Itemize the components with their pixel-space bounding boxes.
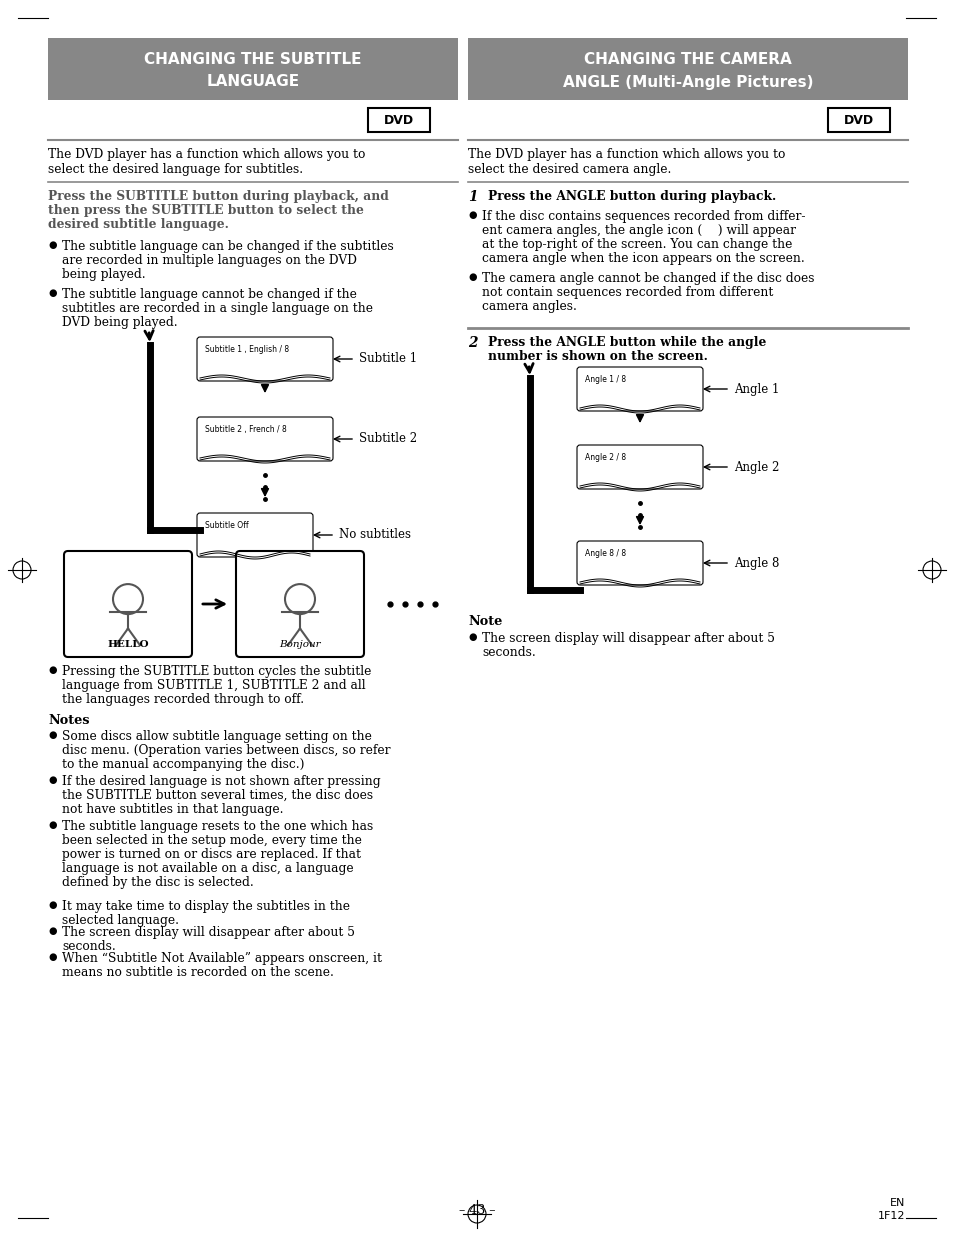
Text: DVD being played.: DVD being played.	[62, 316, 177, 329]
Text: been selected in the setup mode, every time the: been selected in the setup mode, every t…	[62, 834, 361, 847]
Text: The subtitle language cannot be changed if the: The subtitle language cannot be changed …	[62, 288, 356, 301]
Text: disc menu. (Operation varies between discs, so refer: disc menu. (Operation varies between dis…	[62, 743, 390, 757]
FancyBboxPatch shape	[577, 445, 702, 489]
Text: Some discs allow subtitle language setting on the: Some discs allow subtitle language setti…	[62, 730, 372, 743]
Text: The subtitle language can be changed if the subtitles: The subtitle language can be changed if …	[62, 240, 394, 253]
Text: to the manual accompanying the disc.): to the manual accompanying the disc.)	[62, 758, 304, 771]
Text: the SUBTITLE button several times, the disc does: the SUBTITLE button several times, the d…	[62, 789, 373, 802]
Text: language from SUBTITLE 1, SUBTITLE 2 and all: language from SUBTITLE 1, SUBTITLE 2 and…	[62, 679, 365, 692]
Text: DVD: DVD	[383, 114, 414, 126]
Text: ●: ●	[468, 632, 476, 642]
Text: 1: 1	[468, 190, 477, 204]
Text: LANGUAGE: LANGUAGE	[206, 74, 299, 89]
Text: ●: ●	[468, 210, 476, 220]
Text: – 43 –: – 43 –	[458, 1203, 495, 1216]
Text: The DVD player has a function which allows you to: The DVD player has a function which allo…	[48, 148, 365, 161]
Text: If the disc contains sequences recorded from differ-: If the disc contains sequences recorded …	[481, 210, 804, 224]
Text: Notes: Notes	[48, 714, 90, 727]
Text: The screen display will disappear after about 5: The screen display will disappear after …	[62, 926, 355, 939]
Text: Angle 1: Angle 1	[733, 383, 779, 395]
Text: EN: EN	[889, 1198, 904, 1208]
Text: Pressing the SUBTITLE button cycles the subtitle: Pressing the SUBTITLE button cycles the …	[62, 664, 371, 678]
FancyBboxPatch shape	[196, 417, 333, 461]
Text: then press the SUBTITLE button to select the: then press the SUBTITLE button to select…	[48, 204, 363, 217]
Text: ●: ●	[48, 926, 56, 936]
Text: Note: Note	[468, 615, 502, 629]
Text: defined by the disc is selected.: defined by the disc is selected.	[62, 876, 253, 889]
FancyBboxPatch shape	[64, 551, 192, 657]
Text: subtitles are recorded in a single language on the: subtitles are recorded in a single langu…	[62, 303, 373, 315]
Text: language is not available on a disc, a language: language is not available on a disc, a l…	[62, 862, 354, 876]
Text: If the desired language is not shown after pressing: If the desired language is not shown aft…	[62, 776, 380, 788]
Text: being played.: being played.	[62, 268, 146, 282]
Text: not contain sequences recorded from different: not contain sequences recorded from diff…	[481, 287, 773, 299]
Text: Press the ANGLE button during playback.: Press the ANGLE button during playback.	[488, 190, 776, 203]
Text: The screen display will disappear after about 5: The screen display will disappear after …	[481, 632, 774, 645]
FancyBboxPatch shape	[577, 367, 702, 411]
Text: select the desired language for subtitles.: select the desired language for subtitle…	[48, 163, 303, 177]
Text: ●: ●	[48, 900, 56, 910]
Text: ●: ●	[48, 240, 56, 249]
Text: The camera angle cannot be changed if the disc does: The camera angle cannot be changed if th…	[481, 272, 814, 285]
Text: are recorded in multiple languages on the DVD: are recorded in multiple languages on th…	[62, 254, 356, 267]
Text: ●: ●	[48, 776, 56, 785]
Text: No subtitles: No subtitles	[338, 529, 411, 541]
Text: selected language.: selected language.	[62, 914, 179, 927]
Text: ●: ●	[48, 664, 56, 676]
Text: The subtitle language resets to the one which has: The subtitle language resets to the one …	[62, 820, 373, 832]
Text: Subtitle 1: Subtitle 1	[358, 352, 416, 366]
Text: 1F12: 1F12	[877, 1212, 904, 1221]
Text: The DVD player has a function which allows you to: The DVD player has a function which allo…	[468, 148, 784, 161]
Text: number is shown on the screen.: number is shown on the screen.	[488, 350, 707, 363]
Text: power is turned on or discs are replaced. If that: power is turned on or discs are replaced…	[62, 848, 360, 861]
Text: Angle 1 / 8: Angle 1 / 8	[584, 375, 625, 384]
Text: camera angle when the icon appears on the screen.: camera angle when the icon appears on th…	[481, 252, 804, 266]
Text: select the desired camera angle.: select the desired camera angle.	[468, 163, 671, 177]
Text: Subtitle 2: Subtitle 2	[358, 432, 416, 446]
Text: ●: ●	[48, 288, 56, 298]
Text: CHANGING THE CAMERA: CHANGING THE CAMERA	[583, 53, 791, 68]
Text: Bonjour: Bonjour	[279, 640, 320, 650]
FancyBboxPatch shape	[196, 513, 313, 557]
Text: When “Subtitle Not Available” appears onscreen, it: When “Subtitle Not Available” appears on…	[62, 952, 381, 965]
Text: desired subtitle language.: desired subtitle language.	[48, 219, 229, 231]
Text: ●: ●	[48, 730, 56, 740]
Bar	[827, 107, 889, 132]
Bar	[48, 38, 457, 100]
Text: Press the SUBTITLE button during playback, and: Press the SUBTITLE button during playbac…	[48, 190, 389, 203]
Text: It may take time to display the subtitles in the: It may take time to display the subtitle…	[62, 900, 350, 913]
Text: Angle 2 / 8: Angle 2 / 8	[584, 453, 625, 462]
Text: ●: ●	[48, 820, 56, 830]
Text: 2: 2	[468, 336, 477, 350]
Text: the languages recorded through to off.: the languages recorded through to off.	[62, 693, 304, 706]
Text: Angle 8: Angle 8	[733, 557, 779, 569]
Text: not have subtitles in that language.: not have subtitles in that language.	[62, 803, 283, 816]
Text: ●: ●	[468, 272, 476, 282]
Text: DVD: DVD	[843, 114, 873, 126]
Text: seconds.: seconds.	[62, 940, 115, 953]
Bar	[468, 38, 907, 100]
Text: ent camera angles, the angle icon (    ) will appear: ent camera angles, the angle icon ( ) wi…	[481, 224, 795, 237]
Text: means no subtitle is recorded on the scene.: means no subtitle is recorded on the sce…	[62, 966, 334, 979]
FancyBboxPatch shape	[577, 541, 702, 585]
Text: Angle 8 / 8: Angle 8 / 8	[584, 550, 625, 558]
Text: CHANGING THE SUBTITLE: CHANGING THE SUBTITLE	[144, 53, 361, 68]
Text: Subtitle 2 , French / 8: Subtitle 2 , French / 8	[205, 425, 287, 433]
Text: ●: ●	[48, 952, 56, 962]
Text: Angle 2: Angle 2	[733, 461, 779, 473]
FancyBboxPatch shape	[196, 337, 333, 382]
Text: Subtitle Off: Subtitle Off	[205, 521, 249, 530]
Text: HELLO: HELLO	[107, 640, 149, 650]
FancyBboxPatch shape	[235, 551, 364, 657]
Text: camera angles.: camera angles.	[481, 300, 577, 312]
Bar	[368, 107, 430, 132]
Text: Subtitle 1 , English / 8: Subtitle 1 , English / 8	[205, 345, 289, 354]
Text: seconds.: seconds.	[481, 646, 536, 659]
Text: at the top-right of the screen. You can change the: at the top-right of the screen. You can …	[481, 238, 792, 251]
Text: Press the ANGLE button while the angle: Press the ANGLE button while the angle	[488, 336, 765, 350]
Text: ANGLE (Multi-Angle Pictures): ANGLE (Multi-Angle Pictures)	[562, 74, 812, 89]
